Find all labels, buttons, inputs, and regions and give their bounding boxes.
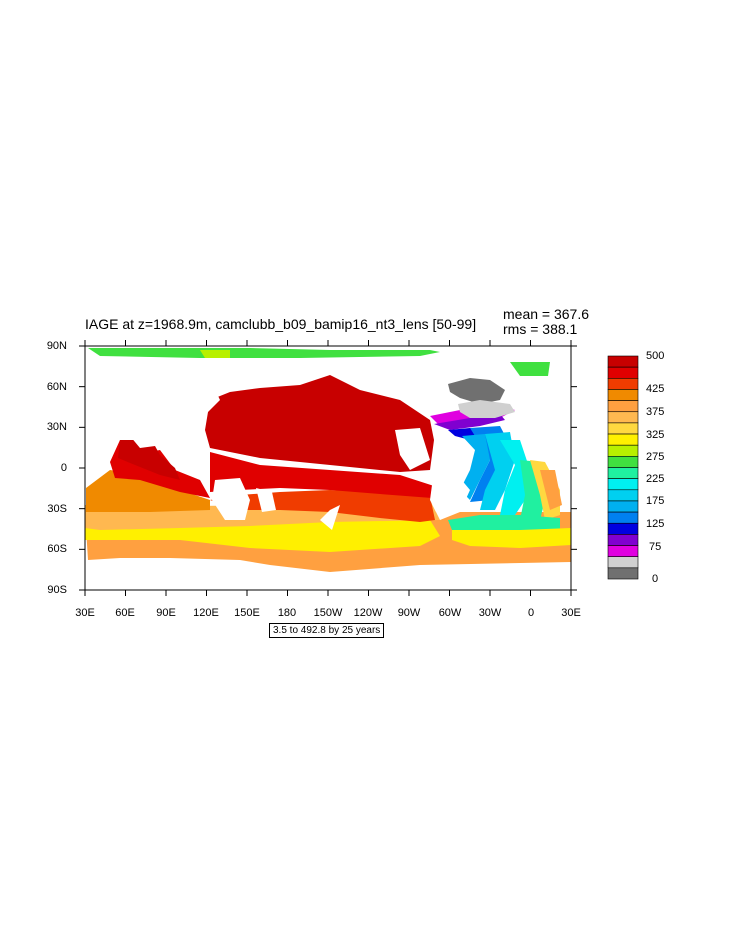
colorbar-swatch bbox=[607, 500, 639, 513]
lat-label: 60N bbox=[46, 381, 67, 393]
colorbar-swatch bbox=[607, 545, 639, 557]
ocean-region bbox=[205, 375, 434, 472]
lon-label: 150W bbox=[313, 607, 343, 619]
ocean-region bbox=[86, 470, 210, 512]
colorbar-label: 375 bbox=[646, 406, 665, 418]
land-mask bbox=[395, 428, 430, 470]
lon-label: 0 bbox=[527, 607, 535, 619]
lon-label: 90W bbox=[397, 607, 421, 619]
colorbar-label: 325 bbox=[646, 429, 665, 441]
colorbar-swatch bbox=[607, 534, 639, 546]
lat-label: 0 bbox=[60, 462, 67, 474]
lon-label: 120W bbox=[353, 607, 383, 619]
ocean-region bbox=[540, 470, 562, 510]
lat-label: 30N bbox=[46, 421, 67, 433]
land-mask bbox=[88, 358, 220, 440]
colorbar-swatch bbox=[607, 467, 639, 479]
colorbar-label: 125 bbox=[646, 518, 665, 530]
colorbar-swatch bbox=[607, 522, 639, 535]
colorbar-swatch bbox=[607, 400, 639, 413]
lon-label: 30E bbox=[561, 607, 581, 619]
land-mask bbox=[212, 478, 250, 520]
colorbar-swatch bbox=[607, 389, 639, 401]
ocean-region bbox=[452, 528, 571, 548]
colorbar bbox=[607, 355, 639, 580]
colorbar-swatch bbox=[607, 366, 639, 379]
ocean-region bbox=[118, 436, 180, 480]
colorbar-label: 75 bbox=[649, 541, 662, 553]
colorbar-swatch bbox=[607, 433, 639, 446]
ocean-region bbox=[510, 362, 550, 376]
ocean-region bbox=[460, 434, 490, 500]
colorbar-swatch bbox=[607, 556, 639, 569]
contour-info-box: 3.5 to 492.8 by 25 years bbox=[269, 623, 385, 638]
colorbar-swatch bbox=[607, 456, 639, 468]
lon-label: 60W bbox=[438, 607, 462, 619]
colorbar-label: 500 bbox=[646, 350, 665, 362]
colorbar-label: 425 bbox=[646, 383, 665, 395]
ocean-region bbox=[448, 378, 505, 404]
colorbar-swatch bbox=[607, 355, 639, 368]
lon-label: 60E bbox=[115, 607, 135, 619]
land-mask bbox=[320, 505, 340, 530]
colorbar-label: 0 bbox=[652, 573, 659, 585]
lon-label: 30W bbox=[478, 607, 502, 619]
map-axes bbox=[79, 340, 577, 596]
ocean-region bbox=[448, 515, 560, 532]
lat-label: 30S bbox=[47, 503, 67, 515]
ocean-region bbox=[480, 432, 515, 510]
colorbar-swatch bbox=[607, 478, 639, 491]
ocean-region bbox=[500, 440, 530, 515]
lat-label: 90S bbox=[47, 584, 67, 596]
lat-label: 60S bbox=[47, 543, 67, 555]
colorbar-swatch bbox=[607, 567, 639, 580]
ocean-field bbox=[85, 348, 571, 572]
lat-label: 90N bbox=[46, 340, 67, 352]
colorbar-swatch bbox=[607, 489, 639, 502]
lon-label: 30E bbox=[75, 607, 95, 619]
ocean-region bbox=[210, 452, 434, 498]
colorbar-label: 275 bbox=[646, 451, 665, 463]
land-mask bbox=[430, 470, 470, 520]
lon-label: 90E bbox=[156, 607, 176, 619]
land-mask bbox=[256, 488, 276, 512]
colorbar-swatch bbox=[607, 377, 639, 390]
lon-label: 150E bbox=[234, 607, 260, 619]
colorbar-swatch bbox=[607, 511, 639, 524]
plot-title: IAGE at z=1968.9m, camclubb_b09_bamip16_… bbox=[85, 316, 477, 332]
colorbar-swatch bbox=[607, 422, 639, 435]
ocean-region bbox=[88, 348, 440, 358]
ocean-region bbox=[458, 400, 515, 418]
lon-label: 180 bbox=[277, 607, 297, 619]
mean-value: mean = 367.6 bbox=[503, 306, 590, 322]
ocean-region bbox=[200, 350, 230, 358]
colorbar-label: 225 bbox=[646, 473, 665, 485]
colorbar-label: 175 bbox=[646, 495, 665, 507]
colorbar-swatch bbox=[607, 444, 639, 457]
lon-label: 120E bbox=[193, 607, 219, 619]
rms-value: rms = 388.1 bbox=[503, 321, 578, 337]
colorbar-swatch bbox=[607, 411, 639, 424]
